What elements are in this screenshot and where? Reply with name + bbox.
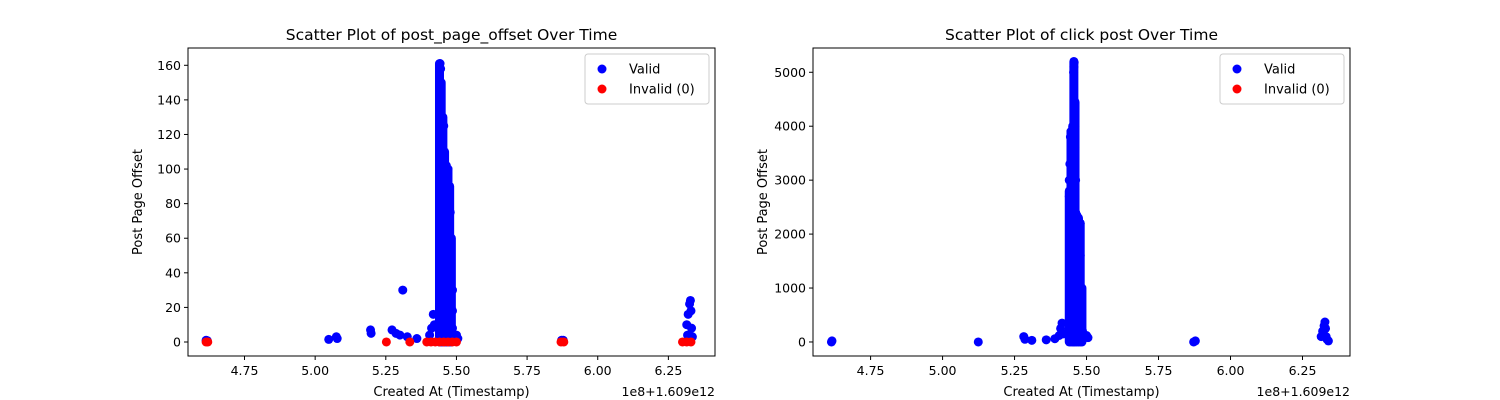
chart-2-xlabel: Created At (Timestamp): [1003, 385, 1159, 400]
chart-1-point-valid-11: [398, 285, 408, 295]
chart-1-xtick-label-0: 4.75: [231, 363, 259, 378]
chart-1-legend-marker-valid: [597, 64, 607, 74]
chart-1-point-valid-7: [366, 328, 376, 338]
chart-2-ytick-label-0: 0: [798, 334, 806, 349]
chart-2-series-valid: [826, 56, 1333, 347]
chart-2-xtick-label-0: 4.75: [857, 363, 885, 378]
chart-1-xtick-label-2: 5.25: [372, 363, 400, 378]
chart-1-point-invalid-1: [203, 337, 213, 347]
chart-2-point-valid-52: [1190, 336, 1200, 346]
chart-2-ylabel: Post Page Offset: [756, 149, 771, 255]
chart-1-title: Scatter Plot of post_page_offset Over Ti…: [286, 26, 617, 45]
chart-2-point-valid-60: [1323, 336, 1333, 346]
chart-2-point-valid-1: [827, 336, 837, 346]
chart-1-ytick-label-8: 160: [157, 58, 181, 73]
chart-1-point-invalid-11: [451, 337, 461, 347]
chart-2-plot-frame: [812, 47, 1351, 357]
chart-2-point-valid-5: [1027, 335, 1037, 345]
chart-1-point-invalid-16: [686, 337, 696, 347]
chart-1-xlabel: Created At (Timestamp): [373, 385, 529, 400]
chart-2-xtick-label-3: 5.50: [1073, 363, 1101, 378]
chart-2-title: Scatter Plot of click post Over Time: [945, 26, 1218, 44]
chart-1-ytick-label-5: 100: [157, 162, 181, 177]
chart-2-point-valid-2: [973, 337, 983, 347]
chart-1-ytick-label-6: 120: [157, 127, 181, 142]
chart-2-point-valid-57: [1321, 323, 1331, 333]
chart-1-legend-label-invalid: Invalid (0): [629, 83, 695, 98]
chart-1-xtick-label-5: 6.00: [584, 363, 612, 378]
chart-2-xtick-label-5: 6.00: [1217, 363, 1245, 378]
chart-1-x-offset-text: 1e8+1.609e12: [622, 384, 715, 399]
chart-1-point-valid-13: [412, 334, 422, 344]
chart-2-points: [826, 56, 1333, 347]
chart-1-point-valid-3: [324, 334, 334, 344]
chart-1-ytick-label-3: 60: [165, 231, 181, 246]
right-scatter-chart: Scatter Plot of click post Over Time 4.75…: [756, 26, 1351, 400]
chart-2-point-valid-10: [1057, 318, 1067, 328]
chart-2-point-valid-56: [1320, 317, 1330, 327]
chart-1-ytick-label-7: 140: [157, 92, 181, 107]
chart-1-xtick-label-1: 5.00: [301, 363, 329, 378]
chart-1-point-invalid-2: [381, 337, 391, 347]
chart-1-ytick-label-1: 20: [165, 300, 181, 315]
chart-1-point-valid-74: [687, 323, 697, 333]
chart-2-xtick-label-1: 5.00: [929, 363, 957, 378]
chart-1-points: [201, 59, 697, 347]
chart-2-xtick-label-2: 5.25: [1001, 363, 1029, 378]
chart-1-point-valid-14: [425, 330, 435, 340]
chart-2-ytick-label-4: 4000: [774, 119, 806, 134]
chart-1-legend-label-valid: Valid: [629, 63, 660, 78]
left-scatter-chart: Scatter Plot of post_page_offset Over Ti…: [131, 26, 716, 400]
chart-1-ytick-label-2: 40: [165, 265, 181, 280]
chart-1-legend-box: [584, 53, 710, 105]
chart-2-ytick-label-1: 1000: [774, 281, 806, 296]
chart-1-xtick-label-6: 6.25: [654, 363, 682, 378]
chart-1-point-valid-72: [685, 295, 695, 305]
chart-1-xtick-label-3: 5.50: [443, 363, 471, 378]
chart-2-x-offset-text: 1e8+1.609e12: [1257, 384, 1350, 399]
chart-1-ylabel: Post Page Offset: [131, 149, 146, 255]
chart-1-point-valid-5: [332, 334, 342, 344]
chart-1-series-invalid: [201, 337, 696, 347]
chart-1-point-valid-76: [683, 330, 693, 340]
chart-2-ytick-label-3: 3000: [774, 173, 806, 188]
chart-2-point-valid-6: [1041, 335, 1051, 345]
chart-1-xtick-label-4: 5.75: [513, 363, 541, 378]
chart-1-point-invalid-13: [559, 337, 569, 347]
chart-2-legend-label-invalid: Invalid (0): [1264, 83, 1330, 98]
chart-1-point-invalid-3: [405, 337, 415, 347]
chart-2-legend-label-valid: Valid: [1264, 63, 1295, 78]
chart-2-xtick-label-4: 5.75: [1145, 363, 1173, 378]
chart-1-ytick-label-0: 0: [173, 334, 181, 349]
chart-1-point-valid-10: [395, 330, 405, 340]
chart-1-ytick-label-4: 80: [165, 196, 181, 211]
chart-2-legend-marker-invalid: [1232, 84, 1242, 94]
chart-2-legend: Valid Invalid (0): [1219, 53, 1345, 105]
chart-1-series-valid: [201, 59, 697, 347]
chart-2-xtick-label-6: 6.25: [1289, 363, 1317, 378]
chart-2-legend-marker-valid: [1232, 64, 1242, 74]
chart-1-legend-marker-invalid: [597, 84, 607, 94]
chart-2-legend-box: [1219, 53, 1345, 105]
chart-1-plot-frame: [187, 47, 716, 357]
chart-2-point-valid-4: [1020, 334, 1030, 344]
chart-1-point-valid-73: [686, 306, 696, 316]
chart-2-ytick-label-5: 5000: [774, 65, 806, 80]
chart-1-legend: Valid Invalid (0): [584, 53, 710, 105]
chart-2-ytick-label-2: 2000: [774, 227, 806, 242]
